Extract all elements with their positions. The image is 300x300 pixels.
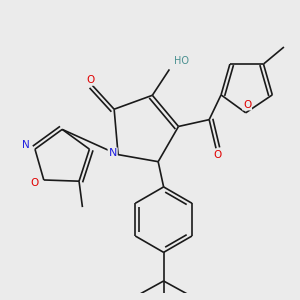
Text: O: O xyxy=(30,178,38,188)
Text: O: O xyxy=(87,75,95,85)
Text: N: N xyxy=(22,140,29,150)
Text: O: O xyxy=(213,150,221,160)
Text: HO: HO xyxy=(174,56,189,66)
Text: N: N xyxy=(109,148,117,158)
Text: O: O xyxy=(243,100,251,110)
